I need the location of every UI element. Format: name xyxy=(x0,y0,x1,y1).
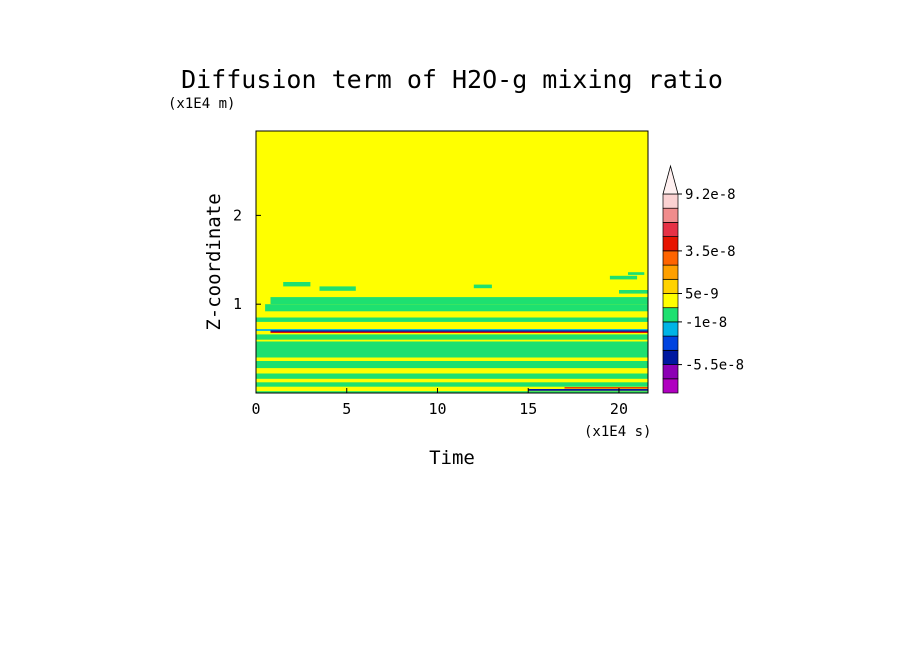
contour-band xyxy=(265,304,648,312)
colorbar-segment xyxy=(662,193,679,209)
colorbar-segment xyxy=(662,250,679,266)
y-axis-unit: (x1E4 m) xyxy=(168,96,235,112)
colorbar-segment xyxy=(662,307,679,323)
contour-patch xyxy=(609,275,638,280)
y-axis: 12 xyxy=(233,206,261,313)
x-tick-label: 0 xyxy=(251,400,260,418)
colorbar-segment xyxy=(662,278,679,294)
contour-band xyxy=(256,341,648,358)
colorbar-label: -5.5e-8 xyxy=(685,358,744,374)
colorbar-segment xyxy=(662,378,679,394)
x-tick-label: 15 xyxy=(519,400,537,418)
contour-patch xyxy=(319,286,356,291)
colorbar-segment xyxy=(662,264,679,280)
x-tick-label: 20 xyxy=(610,400,628,418)
chart-title: Diffusion term of H2O-g mixing ratio xyxy=(181,65,723,94)
contour-band xyxy=(528,389,648,391)
contour-band xyxy=(564,387,648,389)
x-axis-unit: (x1E4 s) xyxy=(584,424,651,440)
colorbar-label: -1e-8 xyxy=(685,315,727,331)
x-axis-label: Time xyxy=(429,447,475,469)
contour-band xyxy=(256,391,648,393)
contour-band xyxy=(256,334,648,340)
contour-band xyxy=(270,331,648,333)
contour-band xyxy=(270,297,648,305)
colorbar-label: 9.2e-8 xyxy=(685,187,736,203)
colorbar-segment xyxy=(662,207,679,223)
contour-patch xyxy=(283,282,311,287)
x-axis: 0 5 10 15 20 xyxy=(251,388,628,418)
contour-patch xyxy=(473,284,492,289)
colorbar-segment xyxy=(662,222,679,237)
y-axis-label: Z-coordinate xyxy=(203,193,225,330)
plot-frame xyxy=(255,130,649,394)
colorbar-label: 3.5e-8 xyxy=(685,244,736,260)
colorbar-segment xyxy=(662,364,679,380)
contour-patch xyxy=(619,290,648,294)
colorbar: -5.5e-8 -1e-8 5e-9 3.5e-8 9.2e-8 xyxy=(662,164,744,394)
contour-band xyxy=(256,329,648,331)
contour-band xyxy=(270,330,648,333)
colorbar-extend-arrow xyxy=(662,164,679,195)
contour-band xyxy=(256,317,648,322)
colorbar-segment xyxy=(662,321,679,337)
colorbar-segment xyxy=(662,293,679,309)
colorbar-segment xyxy=(662,335,679,351)
contour-patch xyxy=(628,272,645,275)
contour-band xyxy=(256,382,648,387)
colorbar-label: 5e-9 xyxy=(685,287,719,303)
colorbar-segment xyxy=(662,236,679,252)
y-tick-label: 1 xyxy=(233,295,242,313)
x-tick-label: 10 xyxy=(428,400,446,418)
x-tick-label: 5 xyxy=(342,400,351,418)
y-tick-label: 2 xyxy=(233,206,242,224)
plot-area xyxy=(256,131,648,393)
contour-band xyxy=(256,361,648,369)
contour-band xyxy=(256,373,648,379)
colorbar-segment xyxy=(662,350,679,365)
